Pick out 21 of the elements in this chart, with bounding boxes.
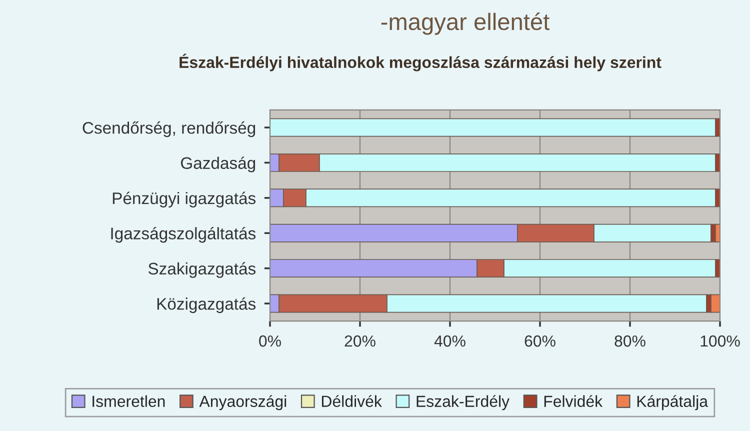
legend-label: Felvidék: [544, 395, 603, 408]
x-tick-label: 80%: [614, 335, 646, 347]
x-tick-label: 60%: [524, 335, 556, 347]
y-tick-label: Gazdaság: [180, 156, 256, 172]
legend-label: Kárpátalja: [637, 395, 708, 410]
legend-label: Eszak-Erdély: [416, 395, 510, 410]
y-tick-label: Csendőrség, rendőrség: [82, 121, 256, 138]
x-tick-label: 100%: [700, 335, 740, 347]
legend-label: Déldivék: [322, 395, 382, 408]
chart-title: -magyar ellentét: [381, 12, 550, 35]
x-tick-label: 0%: [259, 335, 281, 347]
y-tick-label: Igazságszolgáltatás: [111, 226, 256, 243]
bar: [270, 118, 716, 137]
x-tick-label: 40%: [434, 335, 466, 347]
chart-subtitle: Észak-Erdélyi hivatalnokok megoszlása származási hely szerint: [180, 54, 662, 72]
legend-label: Ismeretlen: [92, 395, 165, 408]
y-tick-label: Pénzügyi igazgatás: [112, 192, 256, 208]
y-tick-label: Szakigazgatás: [148, 262, 256, 278]
legend-label: Anyaországi: [199, 395, 286, 410]
x-tick-label: 20%: [344, 335, 376, 347]
y-tick-label: Közigazgatás: [157, 297, 256, 314]
